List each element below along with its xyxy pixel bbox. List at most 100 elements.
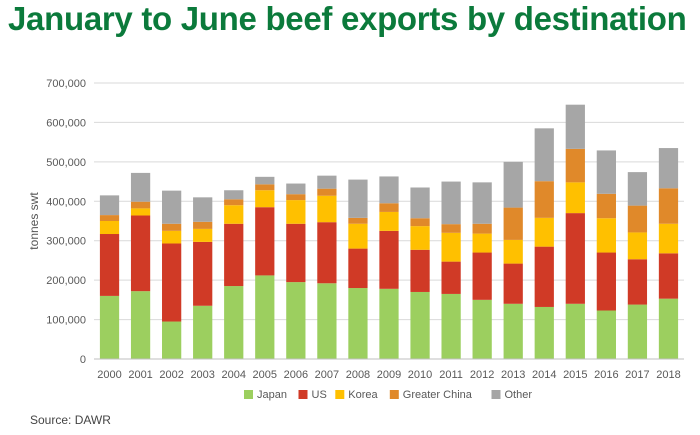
bar-segment-japan [193, 305, 213, 359]
bar-segment-greater-china [348, 217, 368, 224]
bar-segment-korea [130, 208, 151, 216]
bar-segment-japan [130, 291, 151, 359]
bar-segment-us [534, 246, 554, 307]
legend-label: Other [505, 389, 533, 401]
y-axis-ticks: 0 100,000 200,000 300,000 400,000 500,000 600,… [46, 78, 86, 366]
bar-segment-other [472, 182, 492, 224]
bar-segment-greater-china [410, 218, 430, 227]
bar-segment-other [658, 148, 679, 189]
bar-segment-japan [162, 321, 182, 359]
legend-swatch [335, 390, 345, 399]
y-tick-label: 600,000 [46, 117, 86, 129]
bar-segment-japan [255, 275, 275, 359]
bar-segment-us [441, 261, 461, 294]
bar-segment-korea [99, 221, 120, 235]
bar-segment-japan [534, 306, 554, 359]
legend-swatch [389, 390, 399, 399]
bar-segment-korea [472, 233, 492, 253]
bar-segment-greater-china [162, 223, 182, 231]
bar-segment-other [534, 128, 554, 182]
bar-segment-other [627, 172, 648, 206]
bar-segment-other [565, 104, 585, 149]
bar-segment-us [162, 243, 182, 322]
bar-segment-greater-china [130, 201, 151, 209]
x-tick-label: 2016 [594, 369, 618, 381]
bar-segment-greater-china [658, 188, 679, 224]
bar-segment-us [348, 248, 368, 289]
bar-segment-korea [379, 211, 399, 231]
bar-segment-greater-china [627, 205, 648, 233]
bar-segment-korea [658, 223, 679, 254]
bar-segment-other [193, 197, 213, 222]
x-tick-label: 2012 [470, 369, 494, 381]
bar-segment-other [255, 176, 275, 185]
bar-segment-other [162, 190, 182, 224]
bar-segment-other [317, 175, 337, 189]
bar-segment-other [379, 176, 399, 204]
bar-segment-us [255, 207, 275, 276]
bar-segment-japan [658, 298, 679, 359]
bar-segment-greater-china [565, 148, 585, 183]
x-tick-label: 2018 [656, 369, 680, 381]
bar-segment-japan [224, 286, 244, 359]
legend-label: Greater China [403, 389, 473, 401]
bar-segment-korea [503, 239, 523, 264]
y-tick-label: 500,000 [46, 157, 86, 169]
bar-segment-us [472, 252, 492, 300]
legend-label: Japan [257, 389, 287, 401]
legend: Japan US Korea Greater China Other [244, 389, 532, 401]
bar-segment-japan [286, 282, 306, 359]
x-tick-label: 2008 [346, 369, 370, 381]
bar-segment-greater-china [503, 207, 523, 240]
bar-segment-us [130, 215, 151, 292]
bar-segment-korea [534, 217, 554, 247]
bar-segment-other [130, 172, 151, 202]
bar-segment-other [410, 187, 430, 219]
x-tick-label: 2003 [190, 369, 214, 381]
bar-segment-other [224, 190, 244, 200]
bar-segment-us [286, 223, 306, 283]
chart-title: January to June beef exports by destinat… [8, 0, 687, 37]
legend-label: Korea [348, 389, 378, 401]
bar-segment-korea [410, 226, 430, 250]
y-tick-label: 700,000 [46, 78, 86, 90]
x-tick-label: 2005 [253, 369, 277, 381]
x-tick-label: 2007 [315, 369, 339, 381]
bar-segment-korea [317, 195, 337, 223]
bar-segment-us [99, 234, 120, 296]
y-tick-label: 400,000 [46, 196, 86, 208]
x-tick-label: 2002 [159, 369, 183, 381]
bar-segment-korea [348, 223, 368, 249]
bar-segment-greater-china [472, 223, 492, 234]
bar-segment-us [193, 241, 213, 306]
x-tick-label: 2010 [408, 369, 432, 381]
bar-segment-greater-china [534, 181, 554, 218]
bar-segment-korea [441, 232, 461, 262]
legend-item-korea: Korea [335, 389, 379, 401]
bar-segment-us [658, 253, 679, 299]
bar-segment-japan [410, 291, 430, 359]
legend-swatch [491, 390, 501, 399]
x-tick-label: 2001 [128, 369, 152, 381]
bar-segment-korea [162, 230, 182, 244]
bar-segment-japan [317, 283, 337, 359]
bar-segment-japan [379, 288, 399, 359]
bar-segment-us [224, 223, 244, 287]
bar-segment-other [596, 150, 616, 194]
bar-segment-us [627, 259, 648, 305]
y-axis-label: tonnes swt [27, 192, 41, 250]
bar-segment-japan [99, 295, 120, 359]
bar-segment-japan [348, 288, 368, 359]
bar-segment-korea [193, 228, 213, 242]
source-note: Source: DAWR [30, 413, 111, 427]
bar-segment-greater-china [224, 199, 244, 206]
bar-segment-korea [286, 200, 306, 224]
bar-segment-greater-china [255, 184, 275, 191]
x-tick-label: 2004 [221, 369, 245, 381]
legend-swatch [298, 390, 308, 399]
bar-segment-us [596, 252, 616, 311]
x-tick-label: 2011 [439, 369, 463, 381]
bar-segment-greater-china [99, 215, 120, 221]
y-tick-label: 300,000 [46, 236, 86, 248]
